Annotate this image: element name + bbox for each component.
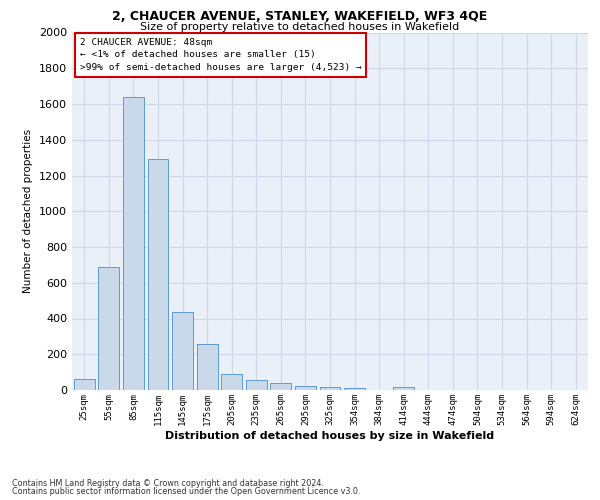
Text: 2, CHAUCER AVENUE, STANLEY, WAKEFIELD, WF3 4QE: 2, CHAUCER AVENUE, STANLEY, WAKEFIELD, W… <box>112 10 488 23</box>
Y-axis label: Number of detached properties: Number of detached properties <box>23 129 34 294</box>
Bar <box>74 380 95 390</box>
Bar <box>98 266 119 390</box>
Bar <box>320 387 340 390</box>
Bar <box>197 344 218 390</box>
Text: Contains public sector information licensed under the Open Government Licence v3: Contains public sector information licen… <box>12 487 361 496</box>
Text: Size of property relative to detached houses in Wakefield: Size of property relative to detached ho… <box>140 22 460 32</box>
Bar <box>148 160 169 390</box>
Bar <box>246 380 267 390</box>
Text: 2 CHAUCER AVENUE: 48sqm
← <1% of detached houses are smaller (15)
>99% of semi-d: 2 CHAUCER AVENUE: 48sqm ← <1% of detache… <box>80 38 361 72</box>
Bar <box>123 97 144 390</box>
Bar <box>295 386 316 390</box>
Bar <box>344 388 365 390</box>
X-axis label: Distribution of detached houses by size in Wakefield: Distribution of detached houses by size … <box>166 430 494 440</box>
Bar <box>393 387 414 390</box>
Bar <box>271 383 292 390</box>
Bar <box>221 374 242 390</box>
Bar <box>172 312 193 390</box>
Text: Contains HM Land Registry data © Crown copyright and database right 2024.: Contains HM Land Registry data © Crown c… <box>12 478 324 488</box>
